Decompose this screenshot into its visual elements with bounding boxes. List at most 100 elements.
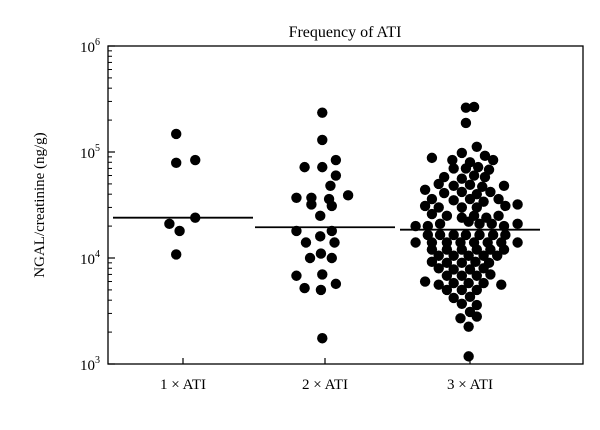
data-point — [478, 250, 489, 261]
data-point — [471, 244, 482, 255]
data-point — [485, 269, 496, 280]
data-point — [326, 252, 337, 264]
data-point — [464, 291, 476, 303]
data-point — [291, 270, 302, 281]
data-point — [456, 257, 468, 269]
data-point — [471, 270, 482, 281]
data-point — [426, 152, 438, 164]
data-point — [330, 170, 342, 181]
data-point — [441, 257, 453, 269]
chart-title: Frequency of ATI — [289, 24, 402, 41]
data-point — [433, 250, 444, 261]
data-point — [456, 284, 468, 296]
data-point — [426, 193, 438, 205]
y-tick-label: 105 — [80, 143, 100, 162]
data-point — [485, 186, 496, 198]
data-point — [448, 250, 459, 261]
data-point — [441, 244, 453, 255]
y-axis-label: NGAL/creatinine (ng/g) — [32, 132, 48, 277]
data-point — [434, 218, 446, 230]
data-point — [512, 237, 523, 248]
data-point — [471, 202, 482, 213]
data-point — [464, 264, 476, 275]
data-point — [471, 299, 482, 311]
data-point — [463, 250, 474, 261]
data-point — [477, 181, 488, 192]
data-point — [496, 279, 507, 290]
data-point — [433, 263, 444, 274]
data-point — [315, 284, 327, 296]
data-point — [478, 277, 489, 289]
data-point — [456, 298, 468, 309]
data-point — [306, 199, 317, 210]
data-point — [456, 202, 468, 213]
data-point — [500, 200, 511, 212]
x-tick-label: 1 × ATI — [160, 377, 206, 393]
data-point — [455, 313, 466, 324]
data-point — [441, 210, 453, 222]
data-point — [448, 277, 459, 289]
data-point — [419, 276, 431, 287]
data-point — [317, 269, 328, 280]
data-point — [291, 225, 302, 237]
data-point — [426, 244, 438, 255]
data-point — [456, 186, 468, 198]
data-point — [426, 208, 438, 220]
data-point — [315, 248, 327, 259]
plot-frame — [107, 45, 584, 365]
data-point — [463, 216, 474, 227]
y-tick-label: 106 — [80, 37, 100, 56]
data-point — [448, 292, 459, 304]
data-point — [419, 184, 431, 195]
data-point — [448, 264, 459, 275]
data-point — [460, 117, 472, 129]
data-point — [478, 196, 489, 207]
data-point — [512, 218, 523, 230]
data-point — [174, 225, 185, 237]
data-point — [486, 218, 497, 230]
data-point — [410, 237, 421, 248]
data-point — [441, 284, 453, 296]
data-point — [479, 150, 491, 162]
data-point — [485, 244, 496, 255]
data-point — [329, 237, 340, 248]
data-point — [342, 190, 354, 201]
data-point — [434, 229, 446, 241]
data-point — [471, 284, 482, 296]
data-point — [317, 333, 328, 344]
data-point — [460, 229, 472, 241]
data-point — [474, 218, 485, 230]
data-point — [512, 199, 523, 210]
data-point — [487, 229, 499, 241]
median-layer — [113, 216, 540, 231]
data-point — [190, 154, 201, 166]
data-point — [447, 154, 458, 166]
data-point — [419, 200, 431, 212]
data-point — [470, 256, 481, 268]
data-point — [463, 277, 474, 289]
data-point — [171, 249, 182, 260]
data-point — [422, 220, 434, 232]
data-point — [299, 282, 310, 294]
data-point — [171, 157, 182, 169]
data-point — [315, 210, 326, 222]
data-point — [315, 231, 326, 242]
data-point — [471, 141, 482, 152]
data-point — [474, 229, 485, 241]
data-point — [433, 178, 444, 190]
data-point — [300, 237, 312, 248]
data-point — [304, 252, 316, 264]
data-point — [460, 163, 472, 174]
data-point — [456, 147, 468, 159]
data-point — [456, 270, 468, 281]
data-point — [410, 220, 421, 232]
data-point — [471, 311, 482, 322]
data-point — [456, 173, 468, 184]
data-point — [448, 229, 459, 241]
data-point — [326, 200, 337, 212]
data-point — [463, 351, 474, 362]
data-point — [441, 270, 453, 281]
data-point — [493, 210, 504, 222]
data-point — [487, 154, 499, 166]
data-point — [498, 180, 510, 191]
